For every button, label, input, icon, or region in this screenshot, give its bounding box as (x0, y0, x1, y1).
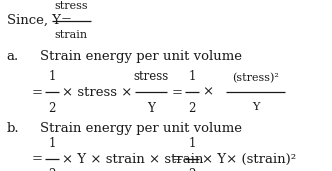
Text: Strain energy per unit volume: Strain energy per unit volume (40, 122, 242, 135)
Text: 1: 1 (48, 70, 56, 83)
Text: 2: 2 (188, 102, 196, 115)
Text: stress: stress (133, 70, 169, 83)
Text: 2: 2 (48, 168, 56, 171)
Text: 1: 1 (188, 70, 196, 83)
Text: (stress)²: (stress)² (232, 73, 279, 83)
Text: Y: Y (147, 102, 155, 115)
Text: 1: 1 (188, 137, 196, 150)
Text: =: = (32, 86, 42, 99)
Text: Y: Y (252, 102, 259, 112)
Text: stress: stress (54, 1, 88, 11)
Text: ×: × (202, 86, 213, 99)
Text: × stress ×: × stress × (62, 86, 133, 99)
Text: × Y × strain × strain: × Y × strain × strain (62, 153, 204, 166)
Text: =: = (32, 153, 42, 166)
Text: × Y× (strain)²: × Y× (strain)² (202, 153, 296, 166)
Text: 1: 1 (48, 137, 56, 150)
Text: b.: b. (7, 122, 19, 135)
Text: Since, Y=: Since, Y= (7, 14, 72, 27)
Text: =: = (172, 153, 183, 166)
Text: =: = (172, 86, 183, 99)
Text: 2: 2 (48, 102, 56, 115)
Text: 2: 2 (188, 168, 196, 171)
Text: strain: strain (55, 30, 88, 40)
Text: a.: a. (7, 50, 19, 63)
Text: Strain energy per unit volume: Strain energy per unit volume (40, 50, 242, 63)
